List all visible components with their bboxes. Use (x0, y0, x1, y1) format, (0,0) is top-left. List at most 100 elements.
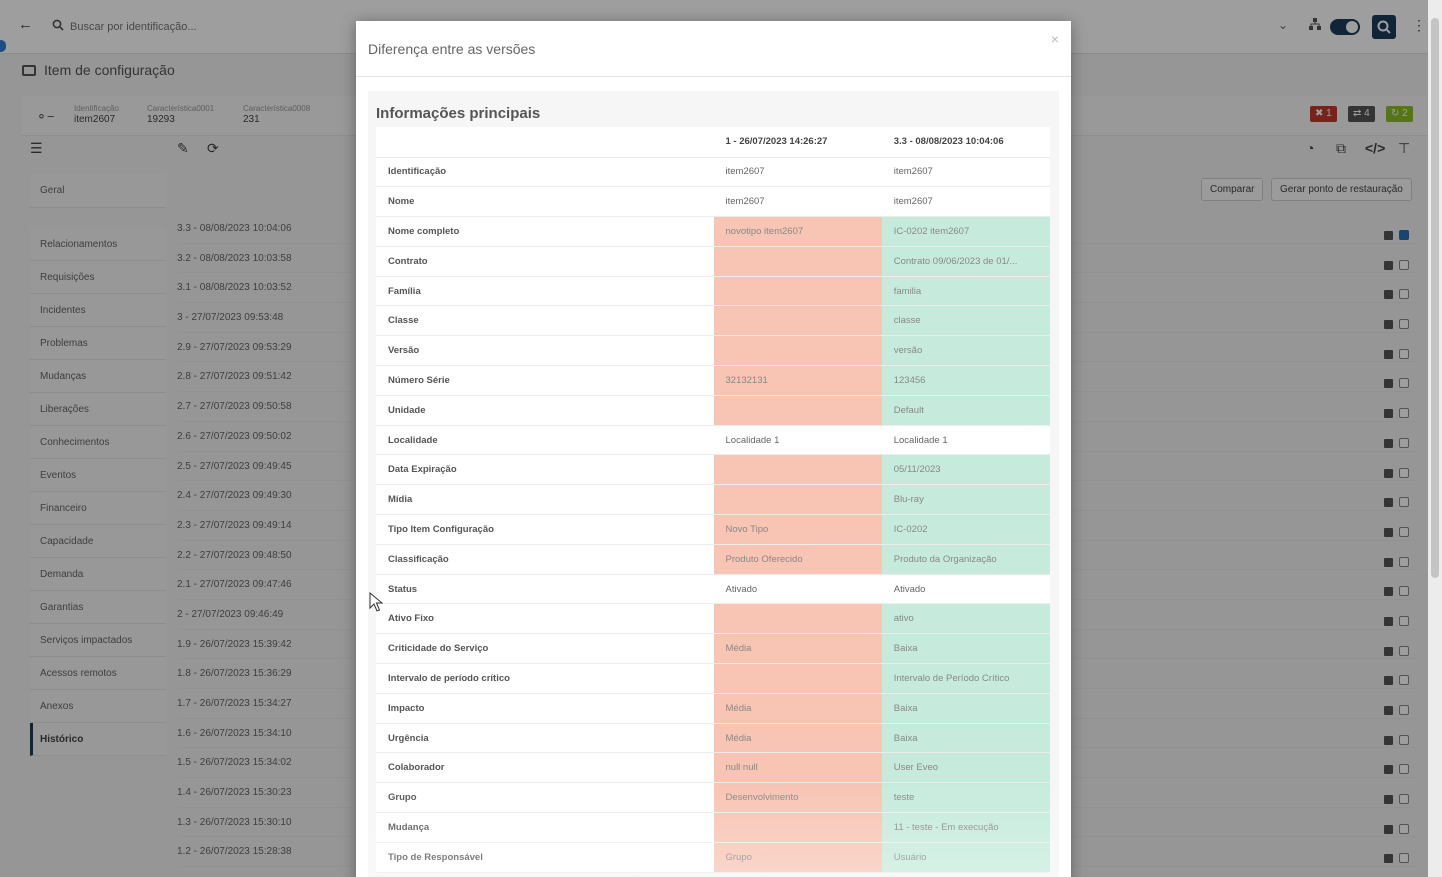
sidebar-item-mudancas[interactable]: Mudanças (30, 360, 166, 393)
copy-icon[interactable] (1384, 498, 1393, 508)
copy-icon[interactable] (1384, 231, 1393, 240)
error-badge[interactable]: ✖ 1 (1310, 106, 1337, 122)
copy-icon[interactable] (1384, 260, 1393, 270)
history-select-checkbox[interactable] (1399, 764, 1409, 775)
copy-icon[interactable] (1384, 824, 1393, 834)
copy-icon[interactable] (1384, 527, 1393, 537)
search-input[interactable] (70, 16, 330, 38)
history-select-checkbox[interactable] (1399, 467, 1409, 478)
refresh-icon[interactable]: ⟳ (207, 140, 219, 156)
chevron-down-icon[interactable]: ⌄ (1278, 18, 1289, 32)
history-select-checkbox[interactable] (1399, 408, 1409, 419)
history-select-checkbox[interactable] (1399, 615, 1409, 626)
diff-row: Grupo Desenvolvimento teste (376, 782, 1050, 814)
more-options-icon[interactable]: ⋮ (1412, 17, 1426, 33)
diff-value-version-b: versão (881, 335, 1050, 367)
hierarchy-icon[interactable]: ⊤ (1398, 140, 1411, 156)
copy-icon[interactable] (1384, 290, 1393, 300)
sidebar-item-problemas[interactable]: Problemas (30, 327, 166, 360)
sync-badge[interactable]: ↻ 2 (1386, 106, 1413, 122)
code-icon[interactable]: </> (1365, 140, 1386, 156)
diff-value-version-b: teste (881, 782, 1050, 814)
copy-icon[interactable] (1384, 676, 1393, 686)
copy-icon[interactable] (1384, 557, 1393, 567)
hierarchy-icon[interactable] (1308, 17, 1322, 31)
history-select-checkbox[interactable] (1399, 675, 1409, 686)
diff-field-name: Mudança (376, 812, 714, 843)
sidebar-item-eventos[interactable]: Eventos (30, 459, 166, 492)
relations-badge[interactable]: ⇄ 4 (1348, 106, 1375, 122)
hamburger-menu-icon[interactable]: ☰ (30, 140, 43, 156)
history-select-checkbox[interactable] (1399, 645, 1409, 656)
history-select-checkbox[interactable] (1399, 823, 1409, 834)
history-select-checkbox[interactable] (1399, 497, 1409, 508)
copy-icon[interactable] (1384, 349, 1393, 359)
diff-field-name: Classe (376, 305, 714, 337)
history-select-checkbox[interactable] (1399, 586, 1409, 597)
page-scrollbar[interactable] (1428, 0, 1442, 877)
history-row-actions (1384, 609, 1409, 639)
history-select-checkbox[interactable] (1399, 556, 1409, 567)
copy-icon[interactable] (1384, 706, 1393, 715)
restore-point-button[interactable]: Gerar ponto de restauração (1271, 178, 1412, 201)
sidebar-item-incidentes[interactable]: Incidentes (30, 294, 166, 327)
sidebar-item-requisicoes[interactable]: Requisições (30, 261, 166, 294)
sidebar-item-servicos-impactados[interactable]: Serviços impactados (30, 624, 166, 657)
theme-toggle[interactable] (1330, 19, 1360, 35)
copy-icon[interactable] (1384, 795, 1393, 805)
history-select-checkbox[interactable] (1399, 437, 1409, 448)
copy-icon[interactable] (1384, 438, 1393, 448)
sidebar-item-anexos[interactable]: Anexos (30, 690, 166, 723)
sidebar-item-demanda[interactable]: Demanda (30, 558, 166, 591)
history-row-actions (1384, 401, 1409, 431)
history-select-checkbox[interactable] (1399, 378, 1409, 389)
sidebar-item-geral[interactable]: Geral (30, 174, 166, 208)
history-select-checkbox[interactable] (1399, 734, 1409, 745)
copy-icon[interactable] (1384, 765, 1393, 775)
copy-icon[interactable] (1384, 616, 1393, 626)
copy-icon[interactable] (1384, 409, 1393, 419)
scrollbar-thumb[interactable] (1431, 18, 1439, 578)
sidebar-item-garantias[interactable]: Garantias (30, 591, 166, 624)
back-arrow-icon[interactable]: ← (18, 16, 33, 33)
history-select-checkbox[interactable] (1399, 289, 1409, 300)
diff-field-name: Impacto (376, 693, 714, 724)
sidebar-item-financeiro[interactable]: Financeiro (30, 492, 166, 525)
copy-icon[interactable] (1384, 468, 1393, 478)
diff-value-version-b: User Eveo (881, 752, 1050, 784)
copy-icon[interactable] (1384, 854, 1393, 864)
history-row-label: 2 - 27/07/2023 09:46:49 (177, 608, 284, 620)
pie-chart-icon[interactable]: ◔ (1306, 140, 1315, 156)
sidebar-item-liberacoes[interactable]: Liberações (30, 393, 166, 426)
search-button[interactable] (1372, 15, 1396, 39)
sidebar-item-conhecimentos[interactable]: Conhecimentos (30, 426, 166, 459)
diff-row: Urgência Média Baixa (376, 723, 1050, 754)
copy-icon[interactable] (1384, 587, 1393, 597)
sidebar-item-acessos-remotos[interactable]: Acessos remotos (30, 657, 166, 690)
collapse-handle[interactable] (0, 40, 6, 52)
copy-icon[interactable]: ⧉ (1336, 140, 1346, 156)
history-select-checkbox[interactable] (1399, 526, 1409, 537)
mouse-cursor-icon (369, 592, 383, 612)
copy-icon[interactable] (1384, 646, 1393, 656)
compare-button[interactable]: Comparar (1201, 178, 1264, 201)
history-select-checkbox[interactable] (1399, 230, 1409, 240)
history-row-label: 1.5 - 26/07/2023 15:34:02 (177, 757, 292, 769)
sidebar-item-historico[interactable]: Histórico (30, 723, 166, 756)
sidebar-item-capacidade[interactable]: Capacidade (30, 525, 166, 558)
copy-icon[interactable] (1384, 735, 1393, 745)
edit-icon[interactable]: ✎ (177, 140, 189, 156)
diff-value-version-a (713, 603, 882, 635)
history-select-checkbox[interactable] (1399, 259, 1409, 270)
history-select-checkbox[interactable] (1399, 794, 1409, 805)
history-select-checkbox[interactable] (1399, 705, 1409, 715)
sidebar-item-relacionamentos[interactable]: Relacionamentos (30, 228, 166, 261)
close-icon[interactable]: × (1050, 31, 1059, 47)
history-select-checkbox[interactable] (1399, 348, 1409, 359)
history-row-actions (1384, 639, 1409, 669)
history-select-checkbox[interactable] (1399, 853, 1409, 864)
copy-icon[interactable] (1384, 320, 1393, 330)
copy-icon[interactable] (1384, 379, 1393, 389)
section-title: Informações principais (376, 105, 541, 122)
history-select-checkbox[interactable] (1399, 319, 1409, 330)
